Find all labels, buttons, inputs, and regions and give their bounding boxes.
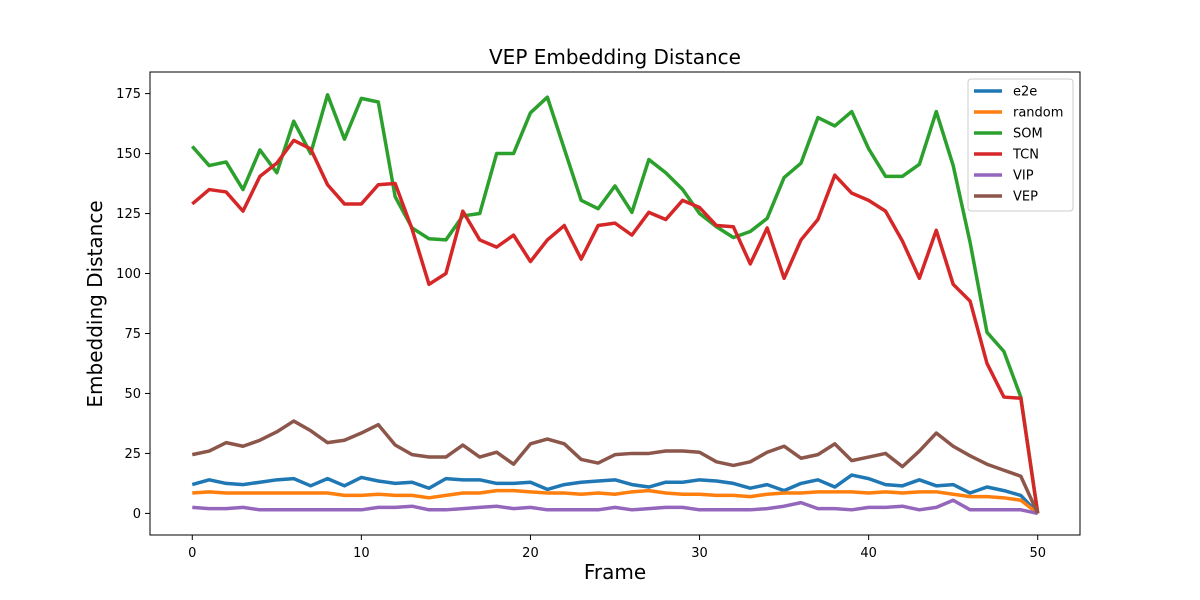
legend-label-vep: VEP (1013, 190, 1038, 205)
x-axis-label: Frame (584, 560, 646, 584)
y-tick-label: 50 (124, 387, 141, 402)
legend-label-random: random (1013, 106, 1063, 121)
series-line-som (190, 93, 1040, 514)
y-tick-label: 125 (116, 207, 141, 222)
legend-label-som: SOM (1013, 127, 1043, 142)
series-line-vip (192, 498, 1039, 516)
y-tick-label: 25 (124, 447, 141, 462)
y-tick-label: 175 (116, 87, 141, 102)
chart-title: VEP Embedding Distance (489, 45, 741, 69)
y-axis-label: Embedding Distance (83, 200, 107, 407)
x-tick-label: 50 (1029, 546, 1046, 561)
series-line-e2e (191, 473, 1040, 515)
legend-label-e2e: e2e (1013, 85, 1037, 100)
x-tick-label: 40 (860, 546, 877, 561)
y-tick-label: 75 (124, 327, 141, 342)
x-tick-label: 0 (188, 546, 196, 561)
y-tick-label: 150 (116, 147, 141, 162)
series-line-random (192, 488, 1039, 515)
x-tick-label: 20 (522, 546, 539, 561)
x-axis: 0 10 20 30 40 50 (188, 535, 1046, 561)
legend-label-tcn: TCN (1012, 148, 1039, 163)
x-tick-label: 30 (691, 546, 708, 561)
y-tick-label: 100 (116, 267, 141, 282)
legend: e2e random SOM TCN VIP VEP (967, 78, 1074, 212)
y-tick-label: 0 (133, 507, 141, 522)
series-line-tcn (191, 138, 1040, 514)
y-axis: 0 25 50 75 100 125 150 175 (116, 87, 150, 522)
series-line-vep (191, 419, 1040, 515)
plot-area (190, 93, 1040, 516)
axes-frame (149, 71, 1081, 536)
x-tick-label: 10 (353, 546, 370, 561)
legend-label-vip: VIP (1013, 169, 1034, 184)
